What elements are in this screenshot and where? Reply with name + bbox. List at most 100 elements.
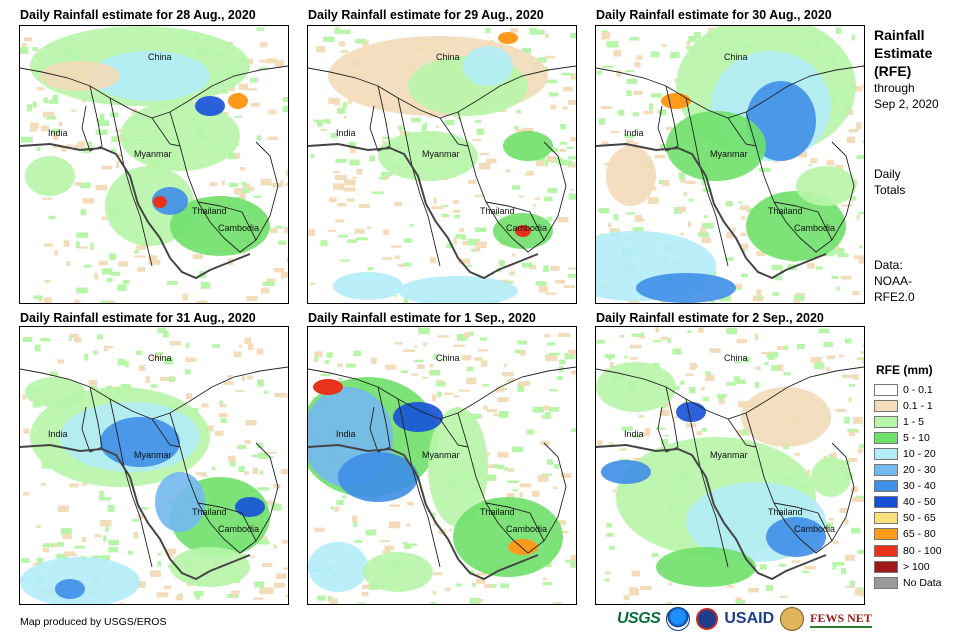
rain-speckle xyxy=(200,282,211,289)
country-label-india: India xyxy=(48,429,68,439)
rain-speckle xyxy=(74,299,81,303)
country-label-cambodia: Cambodia xyxy=(506,524,548,534)
rain-speckle xyxy=(727,585,734,588)
country-border xyxy=(397,97,441,267)
rain-speckle xyxy=(62,533,72,539)
rain-speckle xyxy=(66,144,73,147)
rain-speckle xyxy=(327,229,336,232)
rain-speckle xyxy=(458,258,471,264)
rain-speckle xyxy=(823,250,834,257)
rain-speckle xyxy=(514,126,519,130)
rain-speckle xyxy=(610,130,619,134)
rain-speckle xyxy=(848,384,855,387)
rain-speckle xyxy=(689,364,698,368)
rain-speckle xyxy=(796,151,808,158)
rain-speckle xyxy=(437,335,449,338)
rain-speckle xyxy=(36,87,45,91)
rain-speckle xyxy=(347,239,357,244)
rain-speckle xyxy=(510,28,519,33)
rain-speckle xyxy=(680,179,686,183)
rain-speckle xyxy=(386,547,391,554)
rain-speckle xyxy=(532,204,536,207)
rain-speckle xyxy=(34,344,41,352)
rain-speckle xyxy=(515,349,526,354)
rain-speckle xyxy=(280,271,288,278)
rain-speckle xyxy=(543,196,553,202)
rain-speckle xyxy=(429,363,434,368)
rain-speckle xyxy=(626,139,634,144)
rain-speckle xyxy=(402,541,408,545)
rain-speckle xyxy=(99,490,104,498)
rainfall-area xyxy=(428,407,488,527)
rainfall-map-30aug: China India Myanmar Thailand Cambodia xyxy=(595,25,865,304)
rain-speckle xyxy=(507,468,515,472)
rain-speckle xyxy=(741,273,749,278)
rain-speckle xyxy=(643,110,654,115)
rain-speckle xyxy=(687,221,691,227)
country-border xyxy=(169,412,279,554)
rain-speckle xyxy=(532,406,545,413)
rain-speckle xyxy=(81,537,86,543)
country-border xyxy=(485,502,545,542)
rain-speckle xyxy=(314,355,319,362)
rain-speckle xyxy=(106,277,113,282)
rain-speckle xyxy=(249,77,258,83)
rain-speckle xyxy=(275,225,284,229)
rain-speckle xyxy=(547,187,557,193)
rain-speckle xyxy=(660,144,671,149)
rain-speckle xyxy=(517,384,525,392)
rain-speckle xyxy=(445,119,455,126)
rain-speckle xyxy=(560,473,572,478)
rain-speckle xyxy=(339,259,351,262)
rain-speckle xyxy=(361,592,369,597)
rain-speckle xyxy=(239,83,248,90)
rain-speckle xyxy=(541,473,552,476)
rain-speckle xyxy=(100,300,112,303)
rain-speckle xyxy=(164,548,177,555)
rain-speckle xyxy=(185,357,196,362)
rain-speckle xyxy=(97,334,104,340)
rain-speckle xyxy=(117,358,125,366)
rainfall-area xyxy=(393,402,443,432)
rain-speckle xyxy=(606,523,612,528)
rain-speckle xyxy=(379,540,390,543)
rain-speckle xyxy=(91,555,104,559)
rain-speckle xyxy=(259,470,263,475)
rainfall-area xyxy=(195,96,225,116)
rain-speckle xyxy=(772,292,780,297)
rainfall-area xyxy=(20,557,140,604)
rain-speckle xyxy=(844,518,849,525)
rain-speckle xyxy=(136,245,146,250)
rain-speckle xyxy=(353,521,358,527)
rain-speckle xyxy=(74,545,85,549)
rain-speckle xyxy=(117,153,123,158)
rain-speckle xyxy=(56,542,64,547)
rain-speckle xyxy=(109,253,116,261)
rain-speckle xyxy=(704,215,708,218)
rain-speckle xyxy=(343,179,356,186)
rain-speckle xyxy=(459,228,464,233)
rain-speckle xyxy=(474,194,485,198)
rain-speckle xyxy=(138,365,146,372)
rain-speckle xyxy=(36,525,41,528)
rainfall-area xyxy=(503,131,553,161)
rain-speckle xyxy=(356,237,368,241)
rain-speckle xyxy=(397,263,405,267)
rain-speckle xyxy=(616,70,621,77)
panel-title-1sep: Daily Rainfall estimate for 1 Sep., 2020 xyxy=(308,311,536,325)
rain-speckle xyxy=(458,389,471,392)
rain-speckle xyxy=(688,198,694,202)
coastline xyxy=(596,443,827,581)
country-border xyxy=(457,111,567,253)
rain-speckle xyxy=(231,590,241,594)
rain-speckle xyxy=(623,603,630,604)
rain-speckle xyxy=(844,338,852,344)
rain-speckle xyxy=(758,295,762,300)
rain-speckle xyxy=(484,584,495,588)
rain-speckle xyxy=(856,357,864,361)
rain-speckle xyxy=(626,78,637,84)
rain-speckle xyxy=(517,340,528,345)
rain-speckle xyxy=(519,483,532,488)
rain-speckle xyxy=(754,381,760,389)
rain-speckle xyxy=(568,267,576,270)
